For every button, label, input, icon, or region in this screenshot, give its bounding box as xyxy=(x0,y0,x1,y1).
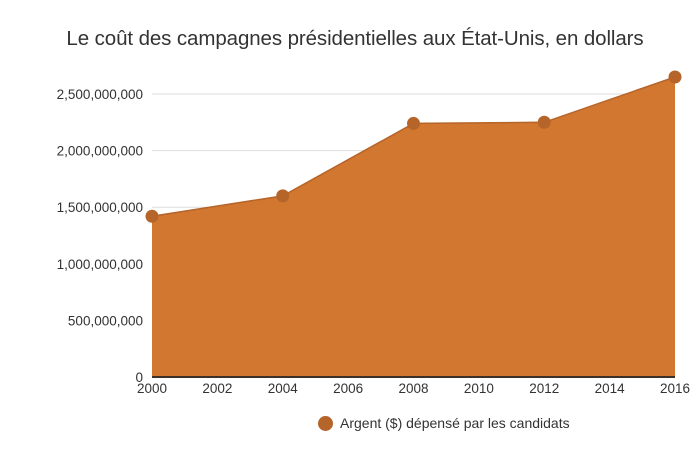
x-tick-label: 2000 xyxy=(137,381,167,396)
x-tick-label: 2004 xyxy=(268,381,299,396)
data-point xyxy=(407,116,420,130)
x-tick-label: 2016 xyxy=(660,381,690,396)
y-tick-label: 1,000,000,000 xyxy=(57,257,143,272)
x-tick-label: 2002 xyxy=(202,381,232,396)
y-axis-ticks: 0 500,000,000 1,000,000,000 1,500,000,000 2,… xyxy=(57,87,143,385)
data-point xyxy=(537,115,551,129)
chart-title: Le coût des campagnes présidentielles au… xyxy=(66,27,644,50)
y-tick-label: 2,000,000,000 xyxy=(57,144,143,159)
legend: Argent ($) dépensé par les candidats xyxy=(318,414,570,432)
area-fill xyxy=(152,77,675,377)
data-point xyxy=(276,189,290,203)
y-tick-label: 500,000,000 xyxy=(68,313,143,328)
y-tick-label: 0 xyxy=(135,370,143,385)
data-markers xyxy=(145,70,682,223)
x-tick-label: 2014 xyxy=(595,381,626,396)
y-tick-label: 2,500,000,000 xyxy=(57,87,143,102)
legend-marker-icon xyxy=(318,415,333,431)
data-point xyxy=(145,209,159,223)
y-tick-label: 1,500,000,000 xyxy=(57,200,143,215)
x-tick-label: 2008 xyxy=(398,381,428,396)
x-tick-label: 2010 xyxy=(464,381,494,396)
legend-label: Argent ($) dépensé par les candidats xyxy=(340,415,570,431)
x-axis-ticks: 2000 2002 2004 2006 2008 2010 2012 2014 2016 xyxy=(137,381,690,396)
x-tick-label: 2006 xyxy=(333,381,363,396)
x-tick-label: 2012 xyxy=(529,381,559,396)
data-point xyxy=(668,70,682,84)
